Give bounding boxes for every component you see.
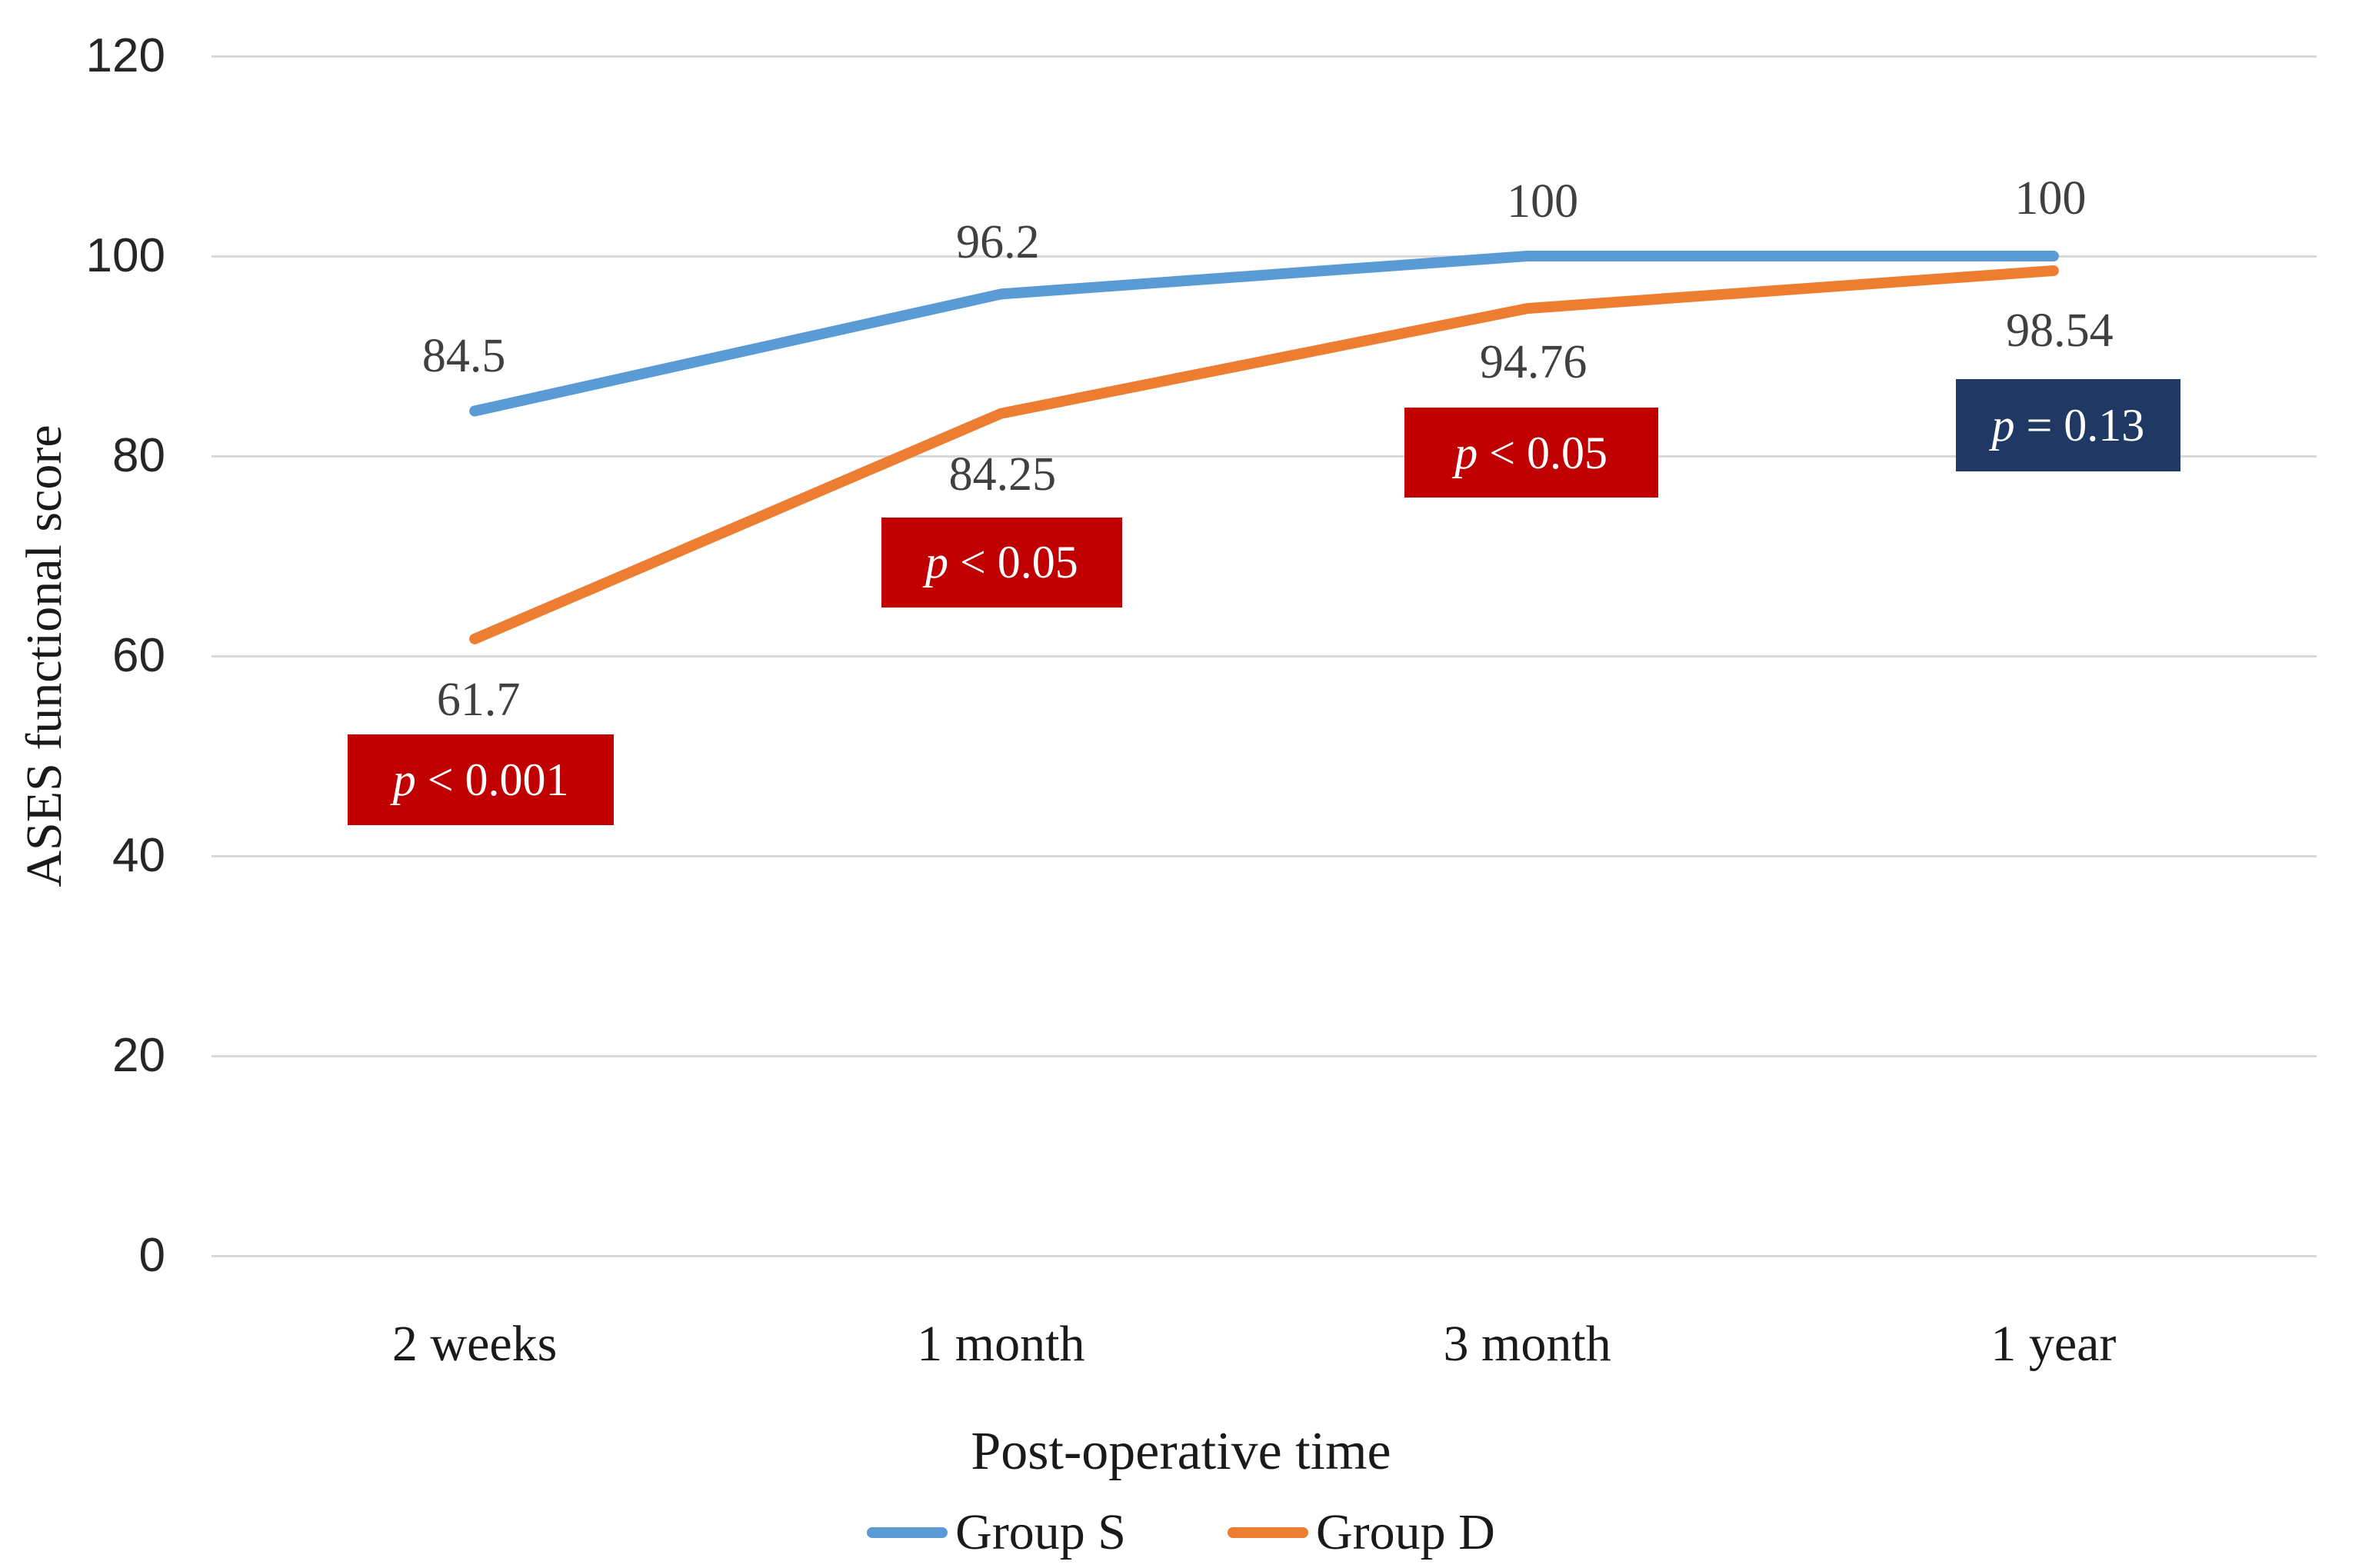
x-tick-label-3-month: 3 month (1443, 1316, 1611, 1372)
legend-label-group-d: Group D (1316, 1504, 1495, 1560)
series-line-group-d (469, 265, 2059, 644)
gridline-y-60 (212, 654, 2317, 657)
y-tick-label-80: 80 (112, 429, 165, 482)
x-tick-label-1-year: 1 year (1991, 1316, 2117, 1372)
p-value-box-2-weeks: p < 0.001 (348, 734, 615, 825)
p-value-box-3-month: p < 0.05 (1404, 408, 1658, 498)
legend-item-group-s: Group S (867, 1503, 1126, 1562)
y-tick-label-120: 120 (85, 29, 165, 82)
p-value-box-1-month: p < 0.05 (881, 517, 1122, 608)
y-tick-label-100: 100 (85, 229, 165, 282)
gridline-y-100 (212, 255, 2317, 258)
p-value-text: = 0.13 (2014, 399, 2145, 451)
data-label-group-s-2-weeks: 84.5 (421, 329, 506, 382)
data-label-group-d-3-month: 94.76 (1479, 336, 1587, 389)
y-tick-label-40: 40 (112, 829, 165, 882)
gridline-y-120 (212, 55, 2317, 58)
legend: Group S Group D (0, 1500, 2362, 1566)
p-symbol: p (1991, 399, 2015, 451)
gridline-y-20 (212, 1054, 2317, 1057)
x-tick-label-2-weeks: 2 weeks (391, 1316, 558, 1372)
p-value-text: < 0.001 (415, 754, 569, 805)
p-value-text: < 0.05 (948, 537, 1078, 588)
p-value-text: < 0.05 (1477, 427, 1608, 478)
series-line-group-s (469, 251, 2059, 417)
data-label-group-s-1-month: 96.2 (956, 216, 1040, 269)
gridline-y-80 (212, 454, 2317, 458)
data-label-group-d-1-year: 98.54 (2006, 304, 2114, 357)
data-label-group-s-3-month: 100 (1507, 175, 1579, 228)
legend-item-group-d: Group D (1228, 1503, 1495, 1562)
data-label-group-d-2-weeks: 61.7 (436, 673, 521, 726)
p-value-box-1-year: p = 0.13 (1955, 378, 2180, 471)
y-tick-label-20: 20 (112, 1029, 165, 1082)
legend-swatch-group-s (867, 1527, 948, 1538)
gridline-y-40 (212, 854, 2317, 857)
x-axis-title: Post-operative time (971, 1422, 1391, 1481)
legend-swatch-group-d (1228, 1527, 1309, 1538)
p-symbol: p (392, 754, 416, 805)
y-tick-label-60: 60 (112, 629, 165, 682)
gridline-y-0 (212, 1254, 2317, 1257)
data-label-group-d-1-month: 84.25 (948, 448, 1057, 501)
y-tick-label-0: 0 (138, 1229, 165, 1282)
x-tick-label-1-month: 1 month (917, 1316, 1085, 1372)
legend-label-group-s: Group S (955, 1504, 1127, 1560)
p-symbol: p (1454, 427, 1478, 478)
data-label-group-s-1-year: 100 (2014, 172, 2087, 225)
p-symbol: p (924, 537, 948, 588)
